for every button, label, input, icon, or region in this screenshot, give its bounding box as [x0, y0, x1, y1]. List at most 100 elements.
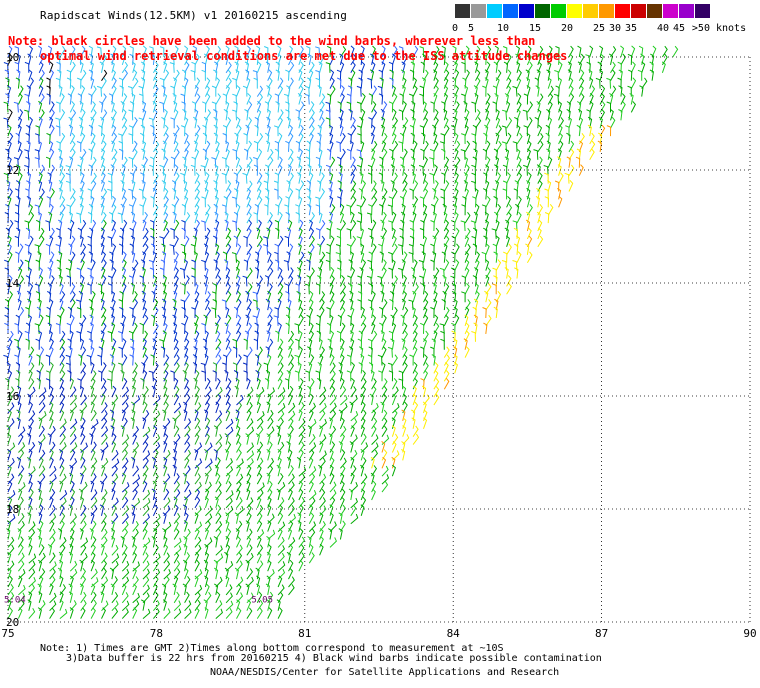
wind-barb	[212, 362, 218, 374]
wind-barb	[15, 251, 20, 263]
wind-barb	[163, 497, 171, 509]
wind-barb	[356, 101, 362, 113]
wind-barb	[544, 196, 550, 208]
wind-barb	[267, 569, 275, 580]
wind-barb	[204, 109, 212, 121]
wind-barb	[319, 434, 327, 445]
wind-barb	[537, 133, 544, 145]
wind-barb	[578, 164, 584, 176]
wind-barb	[283, 93, 289, 105]
wind-barb	[45, 156, 51, 168]
wind-barb	[256, 536, 262, 548]
wind-barb	[397, 244, 404, 255]
wind-barb	[461, 275, 466, 287]
wind-barb	[142, 45, 147, 58]
wind-barb	[121, 497, 129, 509]
wind-barb	[111, 156, 117, 168]
wind-barb	[194, 488, 201, 501]
wind-barb	[90, 172, 97, 184]
wind-barb	[307, 385, 312, 398]
wind-barb	[255, 259, 260, 271]
wind-barb	[277, 387, 286, 398]
wind-barb	[204, 267, 209, 279]
wind-barb	[356, 85, 362, 97]
wind-barb	[161, 148, 166, 160]
wind-barb	[215, 148, 220, 160]
wind-barb	[101, 496, 107, 509]
wind-barb	[547, 77, 552, 89]
wind-barb	[246, 552, 254, 564]
wind-barb	[485, 45, 492, 58]
wind-barb	[202, 148, 207, 160]
wind-barb	[254, 203, 259, 216]
wind-barb	[80, 433, 86, 445]
wind-barb	[183, 535, 188, 548]
scale-color-box	[599, 4, 614, 18]
wind-barb	[366, 212, 373, 224]
wind-barb	[381, 456, 387, 469]
wind-barb	[339, 496, 345, 509]
wind-barb	[15, 362, 21, 374]
wind-barb	[191, 101, 197, 113]
wind-barb	[80, 362, 87, 374]
wind-barb	[204, 307, 212, 319]
wind-barb	[222, 125, 228, 137]
wind-barb	[484, 124, 489, 137]
wind-barb	[111, 109, 117, 121]
wind-barb	[381, 481, 389, 493]
wind-barb	[235, 282, 240, 295]
scale-color-box	[503, 4, 518, 18]
wind-barb	[661, 61, 666, 73]
wind-barb	[87, 235, 92, 247]
wind-barb	[298, 559, 304, 572]
wind-barb	[350, 45, 355, 58]
wind-barb	[201, 69, 206, 81]
wind-barb	[173, 425, 180, 437]
wind-barb	[194, 211, 199, 224]
wind-barb	[380, 219, 385, 232]
wind-barb	[473, 85, 478, 97]
wind-barb	[121, 53, 126, 66]
scale-label: 10	[496, 23, 510, 34]
wind-barb	[65, 354, 71, 366]
scale-label: 0	[451, 23, 459, 34]
wind-barb	[558, 61, 563, 73]
wind-barb	[506, 100, 511, 113]
wind-barb	[13, 101, 19, 113]
wind-barb	[131, 512, 136, 524]
wind-barb	[118, 77, 124, 89]
wind-barb	[516, 61, 521, 73]
wind-barb	[348, 346, 354, 358]
wind-barb	[28, 354, 33, 366]
wind-barb	[120, 100, 125, 113]
wind-barb	[371, 290, 376, 303]
wind-barb	[232, 362, 238, 374]
wind-barb	[526, 180, 531, 192]
wind-barb	[537, 180, 543, 192]
wind-barb	[194, 53, 200, 66]
wind-barb	[49, 362, 54, 374]
wind-barb	[495, 172, 502, 184]
wind-barb	[236, 394, 244, 406]
wind-barb	[69, 299, 76, 311]
wind-barb	[163, 219, 168, 232]
wind-barb	[389, 290, 395, 303]
wind-barb	[360, 369, 366, 382]
wind-barb	[381, 195, 386, 208]
wind-barb	[495, 77, 500, 89]
wind-barb	[381, 299, 388, 311]
wind-barb	[506, 243, 512, 256]
wind-barb	[163, 393, 169, 406]
wind-barb	[266, 599, 271, 611]
wind-barb	[163, 156, 169, 168]
wind-barb	[3, 101, 9, 113]
wind-barb	[419, 46, 424, 58]
wind-barb	[225, 188, 232, 200]
wind-barb	[256, 472, 263, 485]
wind-barb	[346, 93, 352, 105]
x-tick-label: 78	[150, 627, 163, 640]
wind-barb	[213, 559, 218, 572]
wind-barb	[17, 330, 23, 342]
wind-barb	[38, 346, 45, 358]
wind-barb	[37, 330, 43, 342]
